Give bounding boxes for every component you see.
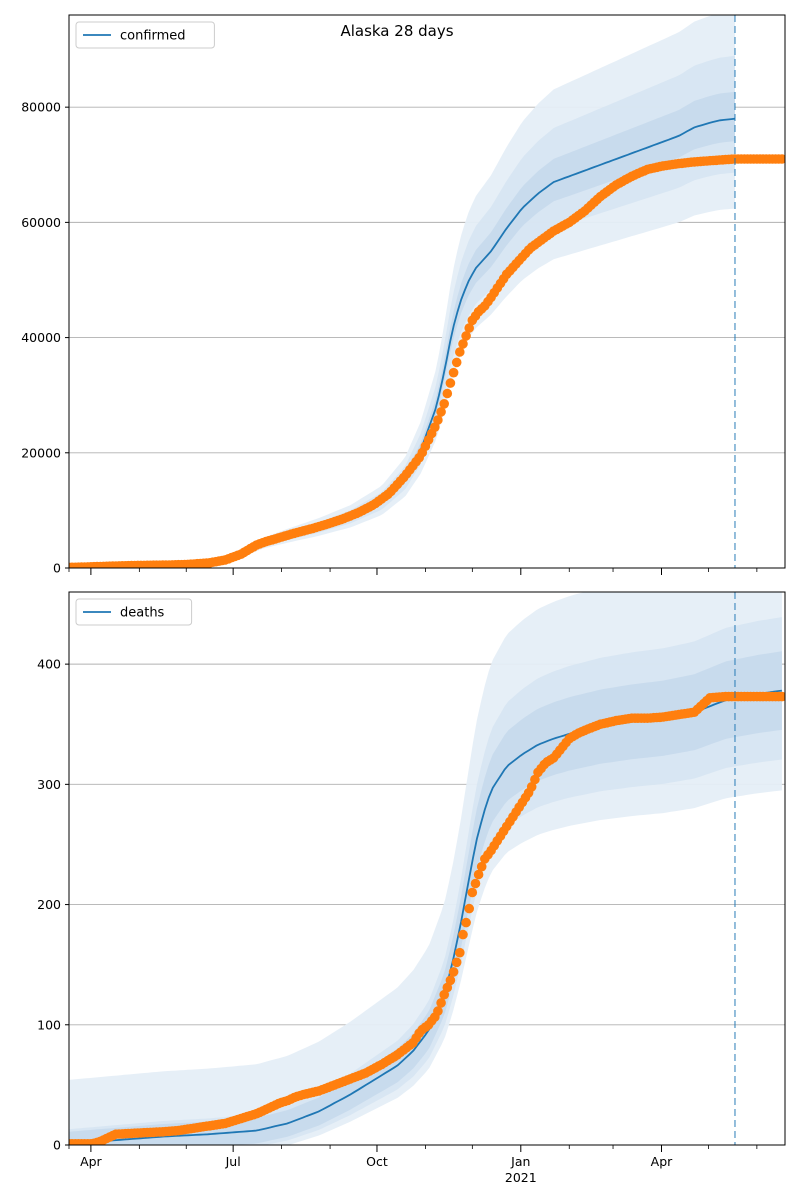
legend-1: deaths <box>75 598 193 626</box>
observed-point <box>777 691 785 702</box>
observed-point <box>436 407 446 417</box>
observed-point <box>464 323 475 333</box>
x-tick-label: Jul <box>225 1154 241 1169</box>
observed-point <box>473 869 484 880</box>
observed-point <box>433 1006 443 1016</box>
observed-point <box>455 347 465 357</box>
observed-point <box>464 903 475 914</box>
x-tick-label: Jan <box>510 1154 530 1169</box>
observed-point <box>777 154 785 164</box>
x-tick-label: Apr <box>80 1154 102 1169</box>
observed-point <box>451 957 462 968</box>
observed-point <box>439 989 450 1000</box>
legend-box <box>75 598 193 626</box>
x-tick-label: Apr <box>651 1154 673 1169</box>
observed-point <box>467 887 478 898</box>
observed-point <box>470 878 481 889</box>
y-tick-label: 0 <box>53 561 61 576</box>
y-tick-label: 0 <box>53 1138 61 1153</box>
observed-point <box>433 415 443 425</box>
observed-point <box>442 388 453 399</box>
axes-frame-1 <box>68 591 786 1146</box>
axes-frame-0 <box>68 14 786 569</box>
observed-point <box>461 917 471 928</box>
observed-point <box>445 975 456 986</box>
x-tick-label: Oct <box>366 1154 388 1169</box>
observed-points-0 <box>69 154 785 568</box>
observed-point <box>448 967 459 977</box>
observed-point <box>430 422 440 433</box>
legend-label: deaths <box>120 606 165 621</box>
plot-area-0 <box>69 15 785 568</box>
y-tick-label: 80000 <box>21 100 61 115</box>
panel-confirmed: 0 20000 40000 60000 80000 confirmed <box>21 14 786 576</box>
observed-point <box>476 861 487 872</box>
y-tick-label: 60000 <box>21 215 61 230</box>
observed-point <box>458 339 468 349</box>
observed-point <box>526 782 537 792</box>
observed-point <box>451 357 462 368</box>
y-tick-label: 400 <box>37 657 61 672</box>
observed-point <box>530 774 540 785</box>
y-tick-label: 20000 <box>21 445 61 460</box>
observed-point <box>439 399 450 409</box>
observed-point <box>458 929 468 940</box>
y-tick-label: 300 <box>37 777 61 792</box>
panel-deaths: 0 100 200 300 400 Apr Jul Oct Jan Apr 2021 deaths <box>37 591 786 1185</box>
x-year-label: 2021 <box>505 1170 537 1185</box>
figure-title: Alaska 28 days <box>340 22 453 40</box>
legend-box <box>75 21 215 49</box>
legend-label: confirmed <box>120 29 186 44</box>
y-tick-label: 200 <box>37 897 61 912</box>
observed-point <box>448 367 459 378</box>
observed-point <box>436 998 446 1008</box>
y-tick-label: 40000 <box>21 330 61 345</box>
legend-0: confirmed <box>75 21 215 49</box>
plot-area-1 <box>69 592 785 1145</box>
observed-point <box>461 331 471 341</box>
observed-point <box>442 982 453 993</box>
observed-point <box>445 378 456 388</box>
y-tick-label: 100 <box>37 1017 61 1032</box>
observed-points-1 <box>69 691 785 1145</box>
observed-point <box>455 947 465 958</box>
